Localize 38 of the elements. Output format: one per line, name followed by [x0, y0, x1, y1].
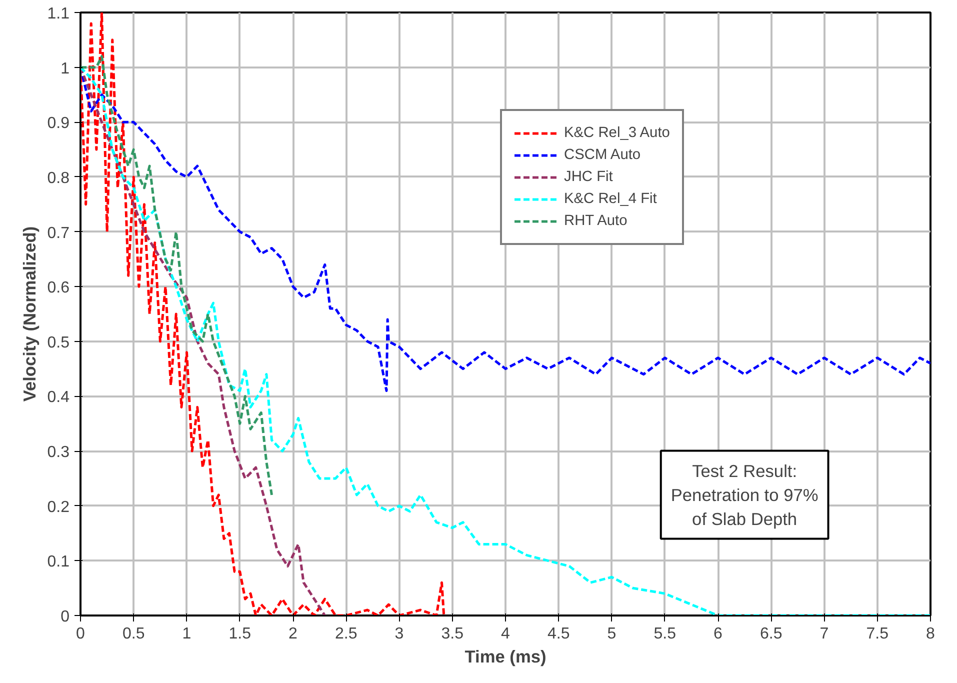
y-tick-label: 0.3	[47, 444, 70, 462]
y-tick-label: 0.6	[47, 280, 70, 297]
legend-label: K&C Rel_4 Fit	[564, 191, 657, 207]
x-tick-label: 3	[394, 626, 404, 642]
x-tick-label: 4.5	[548, 626, 570, 642]
x-tick-label: 8	[926, 626, 936, 642]
x-tick-label: 4	[501, 626, 510, 642]
x-tick-label: 6	[714, 626, 723, 642]
x-tick-label: 7.5	[866, 626, 889, 642]
legend-label: K&C Rel_3 Auto	[564, 125, 670, 141]
x-tick-label: 0.5	[122, 626, 145, 642]
x-tick-label: 5	[607, 626, 616, 642]
x-tick-label: 3.5	[441, 626, 464, 642]
y-axis-title: Velocity (Normalized)	[19, 226, 40, 402]
x-tick-label: 5.5	[654, 626, 676, 642]
x-tick-label: 2.5	[335, 626, 358, 642]
x-tick-label: 6.5	[760, 626, 782, 642]
x-tick-label: 2	[288, 626, 298, 642]
legend-label: CSCM Auto	[564, 147, 641, 163]
y-tick-label: 0.7	[47, 224, 70, 242]
x-tick-label: 1.5	[228, 626, 252, 642]
legend-label: JHC Fit	[564, 169, 613, 185]
y-tick-label: 0.8	[47, 170, 70, 187]
y-tick-label: 0.4	[47, 389, 70, 406]
y-tick-label: 0.9	[47, 115, 70, 132]
annotation: Test 2 Result: Penetration to 97% of Slab Depth	[670, 460, 818, 529]
legend-label: RHT Auto	[564, 213, 628, 229]
y-tick-label: 0.5	[47, 334, 70, 352]
x-tick-label: 1	[182, 626, 192, 642]
y-tick-label: 1	[60, 60, 70, 78]
y-tick-label: 0.2	[47, 498, 70, 516]
line-series	[80, 55, 273, 496]
x-tick-label: 0	[76, 626, 86, 642]
y-tick-label: 0.1	[47, 554, 70, 571]
x-tick-label: 7	[820, 626, 829, 642]
y-tick-label: 0	[60, 608, 70, 626]
x-axis-title: Time (ms)	[464, 646, 546, 666]
y-tick-label: 1.1	[47, 6, 70, 22]
